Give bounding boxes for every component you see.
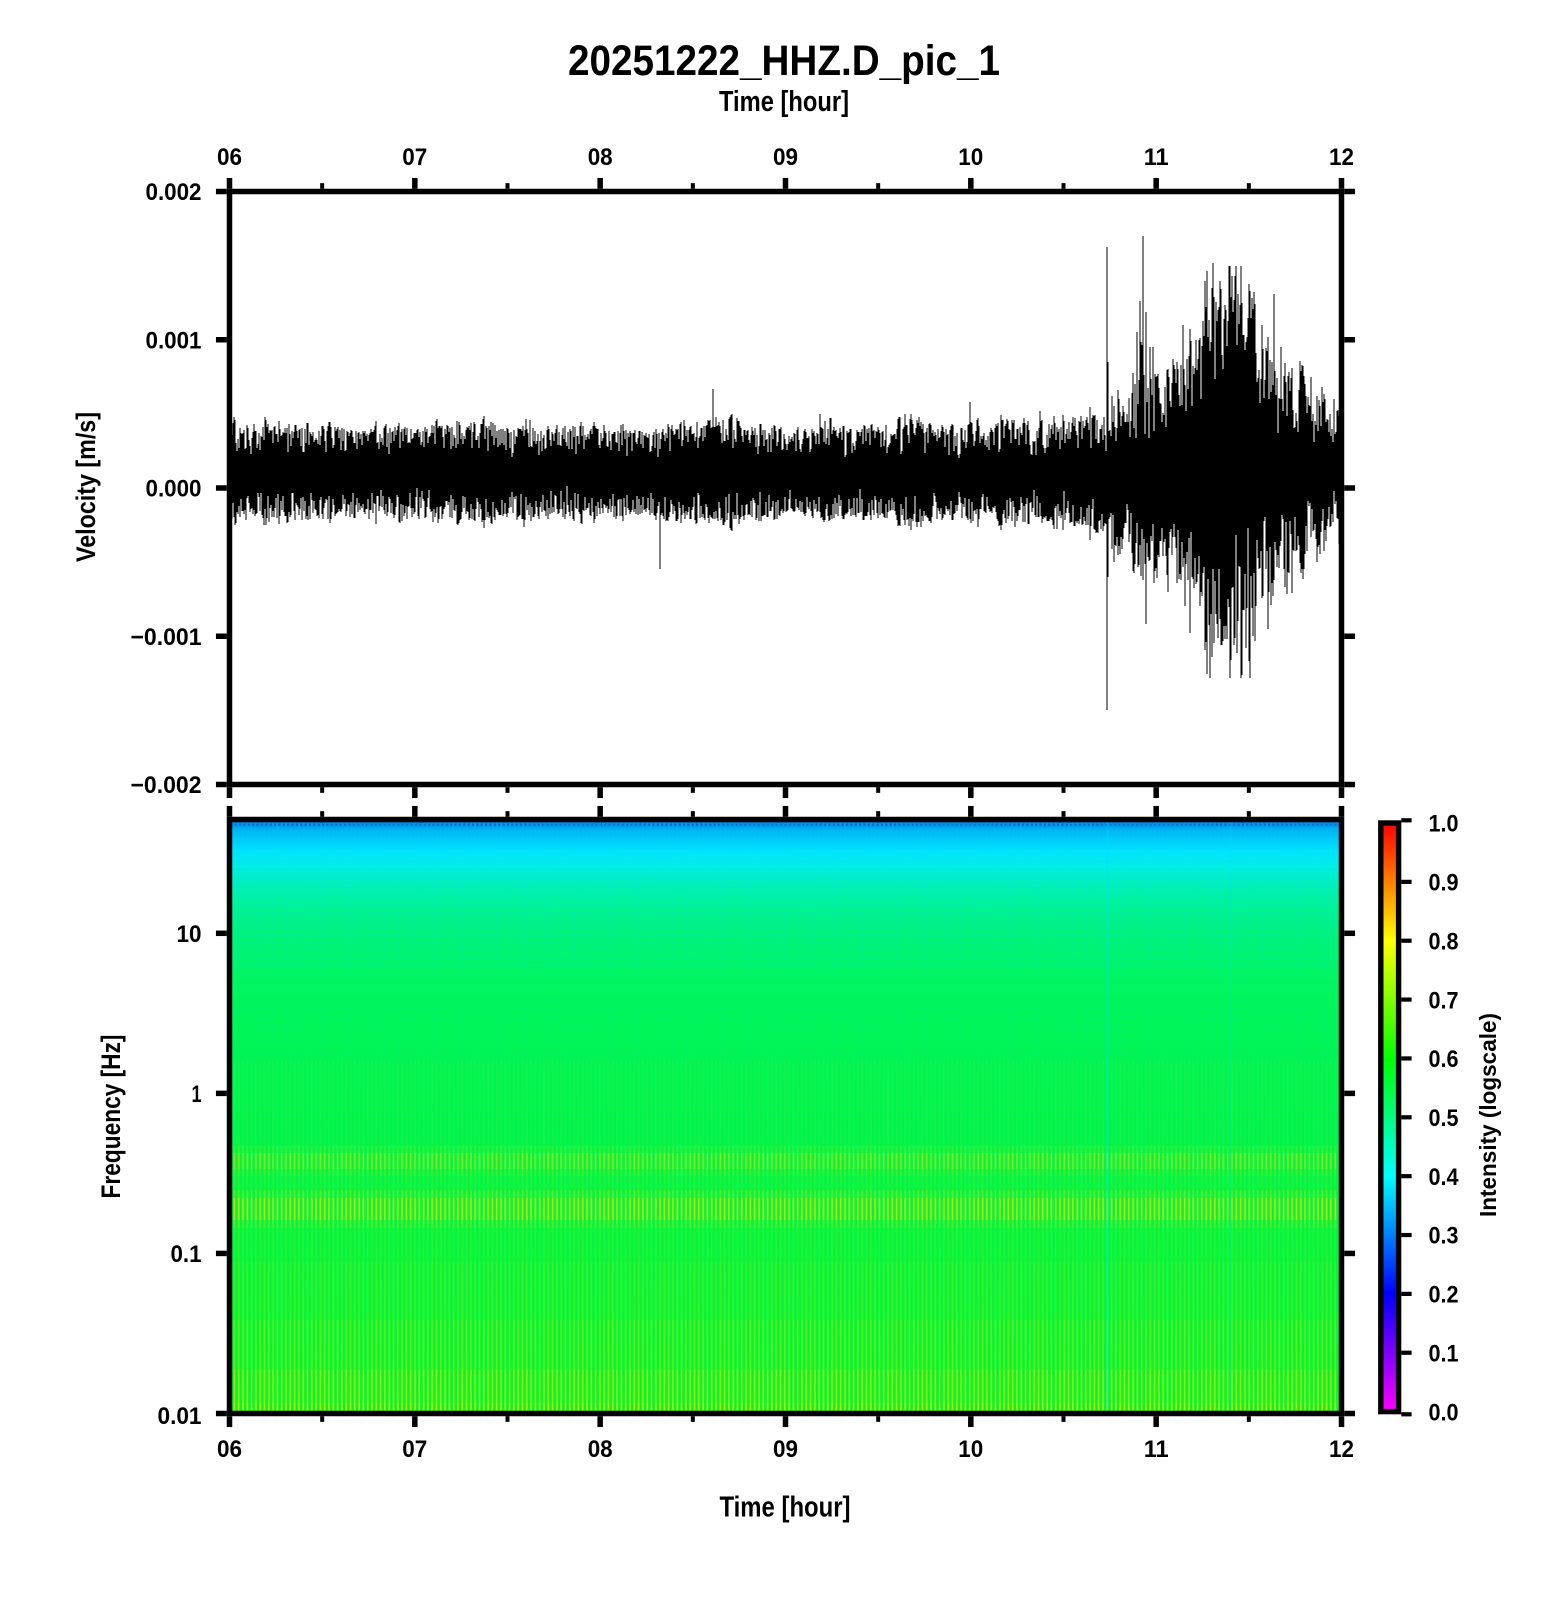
svg-text:0.000: 0.000: [146, 476, 202, 503]
svg-text:07: 07: [402, 1436, 427, 1463]
svg-text:−0.002: −0.002: [131, 772, 202, 799]
svg-text:0.9: 0.9: [1429, 870, 1459, 897]
svg-text:07: 07: [402, 144, 427, 171]
svg-text:10: 10: [958, 1436, 983, 1463]
svg-text:06: 06: [217, 1436, 242, 1463]
svg-text:20251222_HHZ.D_pic_1: 20251222_HHZ.D_pic_1: [568, 38, 1000, 85]
svg-text:11: 11: [1144, 1436, 1169, 1463]
svg-text:0.6: 0.6: [1429, 1046, 1459, 1073]
svg-text:12: 12: [1329, 1436, 1354, 1463]
svg-text:Time [hour]: Time [hour]: [720, 1492, 851, 1524]
svg-text:0.2: 0.2: [1429, 1282, 1459, 1309]
svg-text:Intensity (logscale): Intensity (logscale): [1475, 1013, 1501, 1217]
svg-text:0.1: 0.1: [1429, 1340, 1459, 1367]
svg-text:10: 10: [958, 144, 983, 171]
svg-text:0.002: 0.002: [146, 179, 202, 206]
svg-text:Frequency [Hz]: Frequency [Hz]: [96, 1035, 126, 1199]
svg-text:0.0: 0.0: [1429, 1399, 1459, 1426]
svg-text:0.5: 0.5: [1429, 1105, 1459, 1132]
svg-text:09: 09: [773, 144, 798, 171]
svg-text:12: 12: [1329, 144, 1354, 171]
svg-text:1: 1: [192, 1081, 202, 1108]
svg-text:−0.001: −0.001: [131, 624, 202, 651]
svg-text:08: 08: [588, 1436, 613, 1463]
svg-text:09: 09: [773, 1436, 798, 1463]
svg-text:Time [hour]: Time [hour]: [719, 86, 849, 118]
svg-text:0.8: 0.8: [1429, 928, 1459, 955]
svg-text:0.7: 0.7: [1429, 987, 1459, 1014]
svg-text:0.1: 0.1: [171, 1241, 202, 1268]
svg-text:10: 10: [177, 921, 202, 948]
svg-text:0.3: 0.3: [1429, 1223, 1459, 1250]
svg-text:1.0: 1.0: [1429, 811, 1459, 838]
svg-text:06: 06: [217, 144, 242, 171]
svg-text:0.4: 0.4: [1429, 1164, 1460, 1191]
svg-text:08: 08: [588, 144, 613, 171]
svg-text:11: 11: [1144, 144, 1169, 171]
svg-text:Velocity [m/s]: Velocity [m/s]: [71, 412, 101, 562]
svg-text:0.01: 0.01: [158, 1403, 202, 1430]
svg-text:0.001: 0.001: [146, 327, 202, 354]
